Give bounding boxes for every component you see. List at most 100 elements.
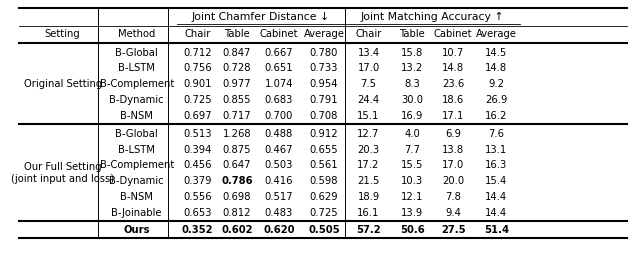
Text: 0.700: 0.700	[265, 111, 293, 121]
Text: Method: Method	[118, 29, 156, 39]
Text: Ours: Ours	[124, 225, 150, 234]
Text: 8.3: 8.3	[404, 79, 420, 89]
Text: 0.855: 0.855	[223, 95, 251, 105]
Text: 15.4: 15.4	[485, 176, 508, 186]
Text: 0.456: 0.456	[183, 160, 212, 170]
Text: 13.1: 13.1	[485, 145, 508, 155]
Text: 0.416: 0.416	[265, 176, 293, 186]
Text: 0.812: 0.812	[223, 208, 251, 218]
Text: 0.791: 0.791	[310, 95, 339, 105]
Text: 14.4: 14.4	[485, 192, 508, 202]
Text: 9.4: 9.4	[445, 208, 461, 218]
Text: 0.728: 0.728	[223, 63, 251, 73]
Text: 0.517: 0.517	[264, 192, 293, 202]
Text: 0.756: 0.756	[183, 63, 212, 73]
Text: B-Global: B-Global	[115, 48, 158, 58]
Text: 1.074: 1.074	[265, 79, 293, 89]
Text: 14.8: 14.8	[485, 63, 508, 73]
Text: 23.6: 23.6	[442, 79, 464, 89]
Text: 0.733: 0.733	[310, 63, 339, 73]
Text: B-Complement: B-Complement	[100, 79, 174, 89]
Text: B-Joinable: B-Joinable	[111, 208, 162, 218]
Text: B-NSM: B-NSM	[120, 192, 153, 202]
Text: 14.5: 14.5	[485, 48, 508, 58]
Text: 0.488: 0.488	[265, 129, 293, 139]
Text: 0.708: 0.708	[310, 111, 339, 121]
Text: 16.1: 16.1	[357, 208, 380, 218]
Text: 10.7: 10.7	[442, 48, 464, 58]
Text: 0.467: 0.467	[265, 145, 293, 155]
Text: 0.352: 0.352	[182, 225, 213, 234]
Text: 0.786: 0.786	[221, 176, 253, 186]
Text: 17.0: 17.0	[442, 160, 464, 170]
Text: Chair: Chair	[184, 29, 211, 39]
Text: B-Dynamic: B-Dynamic	[109, 176, 164, 186]
Text: 14.4: 14.4	[485, 208, 508, 218]
Text: 0.505: 0.505	[308, 225, 340, 234]
Text: 0.912: 0.912	[310, 129, 339, 139]
Text: 0.901: 0.901	[183, 79, 212, 89]
Text: 15.8: 15.8	[401, 48, 424, 58]
Text: 0.717: 0.717	[223, 111, 252, 121]
Text: 0.598: 0.598	[310, 176, 339, 186]
Text: 0.683: 0.683	[265, 95, 293, 105]
Text: 13.4: 13.4	[358, 48, 380, 58]
Text: 1.268: 1.268	[223, 129, 252, 139]
Text: Average: Average	[476, 29, 517, 39]
Text: 0.561: 0.561	[310, 160, 339, 170]
Text: 0.725: 0.725	[310, 208, 339, 218]
Text: 0.602: 0.602	[221, 225, 253, 234]
Text: Table: Table	[399, 29, 426, 39]
Text: 0.653: 0.653	[183, 208, 212, 218]
Text: 12.1: 12.1	[401, 192, 424, 202]
Text: 13.8: 13.8	[442, 145, 464, 155]
Text: 0.620: 0.620	[263, 225, 294, 234]
Text: 0.697: 0.697	[183, 111, 212, 121]
Text: 18.6: 18.6	[442, 95, 464, 105]
Text: 0.503: 0.503	[265, 160, 293, 170]
Text: 20.0: 20.0	[442, 176, 464, 186]
Text: 4.0: 4.0	[404, 129, 420, 139]
Text: 15.1: 15.1	[357, 111, 380, 121]
Text: 0.394: 0.394	[183, 145, 212, 155]
Text: 14.8: 14.8	[442, 63, 464, 73]
Text: Chair: Chair	[355, 29, 381, 39]
Text: 17.2: 17.2	[357, 160, 380, 170]
Text: 7.5: 7.5	[360, 79, 376, 89]
Text: 0.725: 0.725	[183, 95, 212, 105]
Text: 0.513: 0.513	[183, 129, 212, 139]
Text: B-Complement: B-Complement	[100, 160, 174, 170]
Text: 0.647: 0.647	[223, 160, 251, 170]
Text: B-Dynamic: B-Dynamic	[109, 95, 164, 105]
Text: 30.0: 30.0	[401, 95, 424, 105]
Text: 0.483: 0.483	[265, 208, 293, 218]
Text: 7.8: 7.8	[445, 192, 461, 202]
Text: 50.6: 50.6	[400, 225, 425, 234]
Text: 0.875: 0.875	[223, 145, 251, 155]
Text: 6.9: 6.9	[445, 129, 461, 139]
Text: 13.9: 13.9	[401, 208, 424, 218]
Text: B-LSTM: B-LSTM	[118, 63, 155, 73]
Text: B-NSM: B-NSM	[120, 111, 153, 121]
Text: 24.4: 24.4	[358, 95, 380, 105]
Text: B-Global: B-Global	[115, 129, 158, 139]
Text: 0.698: 0.698	[223, 192, 251, 202]
Text: Setting: Setting	[45, 29, 81, 39]
Text: 16.9: 16.9	[401, 111, 424, 121]
Text: Our Full Setting
(joint input and loss): Our Full Setting (joint input and loss)	[11, 162, 115, 184]
Text: 13.2: 13.2	[401, 63, 424, 73]
Text: 15.5: 15.5	[401, 160, 424, 170]
Text: 12.7: 12.7	[357, 129, 380, 139]
Text: 0.655: 0.655	[310, 145, 339, 155]
Text: B-LSTM: B-LSTM	[118, 145, 155, 155]
Text: 18.9: 18.9	[357, 192, 380, 202]
Text: 0.629: 0.629	[310, 192, 339, 202]
Text: 0.977: 0.977	[223, 79, 252, 89]
Text: 0.780: 0.780	[310, 48, 339, 58]
Text: 10.3: 10.3	[401, 176, 424, 186]
Text: Original Setting: Original Setting	[24, 79, 102, 89]
Text: 17.0: 17.0	[357, 63, 380, 73]
Text: 0.712: 0.712	[183, 48, 212, 58]
Text: Joint Matching Accuracy ↑: Joint Matching Accuracy ↑	[361, 12, 504, 22]
Text: Average: Average	[303, 29, 344, 39]
